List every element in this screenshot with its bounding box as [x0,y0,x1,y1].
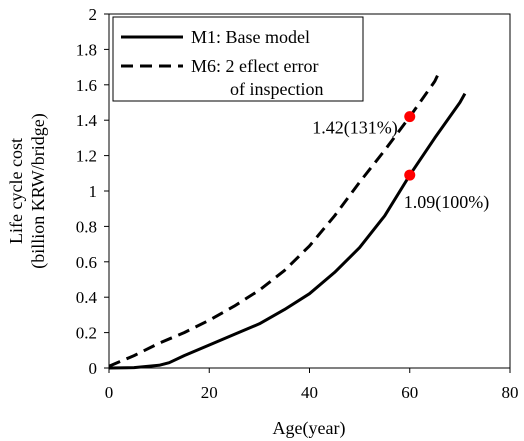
x-tick-label: 80 [502,383,519,402]
highlight-point [404,169,416,181]
y-tick-label: 1.4 [76,111,98,130]
y-tick-label: 2 [89,5,98,24]
y-tick-label: 0.6 [76,253,97,272]
legend-box [112,16,364,102]
point-value-label: 1.09(100%) [404,192,489,213]
y-axis-label-line2: (billion KRW/bridge) [28,113,49,268]
y-tick-label: 0.4 [76,288,98,307]
legend-label-m6-line1: M6: 2 eflect error [191,56,318,76]
series-line-m6-defect-error [108,69,442,368]
y-tick-label: 0.8 [76,217,97,236]
y-tick-label: 1.2 [76,147,97,166]
series-line-m1-base-model [108,92,467,370]
y-tick-label: 1.6 [76,76,97,95]
legend-label-m6-line2: of inspection [230,79,323,99]
point-value-label: 1.42(131%) [312,118,397,139]
y-tick-label: 0.2 [76,324,97,343]
y-tick-label: 0 [89,359,98,378]
legend: M1: Base model M6: 2 eflect error of ins… [112,16,364,102]
x-axis-label: Age(year) [273,418,346,439]
y-axis-label-line1: Life cycle cost [6,138,26,244]
annotation-points: 1.42(131%) 1.09(100%) [312,111,489,213]
series-layer [108,69,467,370]
y-tick-label: 1 [89,182,98,201]
y-tick-label: 1.8 [76,40,97,59]
x-tick-label: 0 [105,383,114,402]
highlight-point [404,111,416,123]
x-tick-label: 20 [201,383,218,402]
x-axis-ticks: 0 20 40 60 80 [105,368,519,402]
x-tick-label: 60 [401,383,418,402]
x-tick-label: 40 [301,383,318,402]
y-axis-ticks: 0 0.2 0.4 0.6 0.8 1 1.2 1.4 1.6 1.8 2 [76,5,109,378]
legend-label-m1: M1: Base model [191,27,310,47]
